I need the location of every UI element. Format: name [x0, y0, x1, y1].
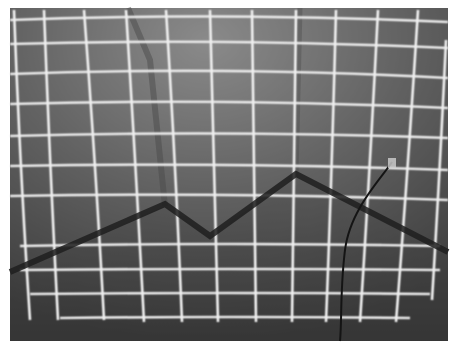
- plug: [388, 158, 396, 168]
- grid-stripe: [60, 317, 410, 318]
- page: {}: [0, 0, 452, 347]
- photo: [0, 0, 452, 347]
- grid-stripe: [30, 293, 430, 294]
- grid-stripe: [20, 269, 440, 270]
